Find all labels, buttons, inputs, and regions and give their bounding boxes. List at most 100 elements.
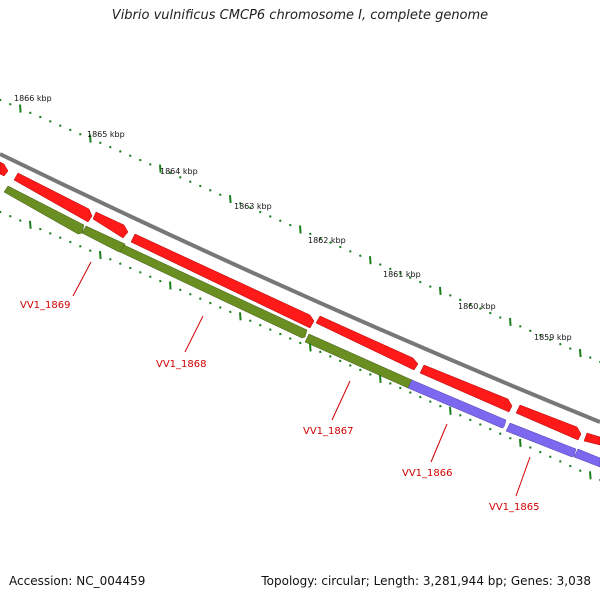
minor-tick [519,325,522,328]
minor-tick [79,132,82,136]
minor-tick [359,254,362,258]
minor-tick [339,245,342,249]
lower-minor-tick [469,418,472,422]
reverse-strand-features [3,185,600,468]
minor-tick [119,150,122,153]
lower-minor-tick [39,227,42,231]
scale-labels: 1866 kbp 1865 kbp 1864 kbp 1863 kbp 1862… [14,94,572,342]
map-title: Vibrio vulnificus CMCP6 chromosome I, co… [111,8,489,23]
minor-tick [109,145,112,149]
minor-tick [449,294,452,297]
major-tick [439,286,442,296]
minor-tick [139,158,142,162]
lower-minor-tick [259,323,262,327]
lower-minor-tick [479,423,482,426]
lower-minor-tick [289,337,292,340]
lower-major-tick [309,343,312,352]
minor-tick [0,98,2,102]
leader-vv1-1868 [184,315,204,353]
minor-tick [559,342,562,346]
lower-minor-tick [129,266,132,270]
minor-tick [349,250,352,253]
accession-text: Accession: NC_004459 [9,574,146,588]
minor-tick [29,111,32,115]
lower-minor-tick [509,436,512,440]
minor-tick [169,171,172,175]
lower-minor-tick [559,460,562,463]
scale-label-1865: 1865 kbp [87,130,125,139]
lower-major-tick [519,438,522,447]
reverse-feature-vv1-1866 [407,379,507,429]
lower-minor-tick [489,427,492,431]
lower-minor-tick [59,236,62,240]
lower-minor-tick [0,210,2,214]
lower-minor-tick [119,262,122,265]
minor-tick [529,329,532,333]
lower-minor-tick [539,450,542,454]
minor-tick [499,316,502,319]
lower-minor-tick [279,332,282,336]
minor-tick [419,280,422,284]
major-tick [89,134,92,143]
minor-tick [269,215,272,218]
gene-label-vv1-1865: VV1_1865 [489,502,540,513]
minor-tick [289,223,292,227]
minor-tick [409,276,412,280]
lower-minor-tick [69,240,72,244]
minor-tick [589,356,592,359]
lower-minor-tick [499,432,502,435]
minor-tick [59,124,62,127]
scale-label-1862: 1862 kbp [308,236,346,245]
lower-minor-tick [159,279,162,283]
lower-minor-tick [229,310,232,314]
minor-tick [129,154,132,158]
lower-minor-tick [399,386,402,390]
minor-tick [399,272,402,275]
minor-tick [99,141,102,145]
lower-major-tick [169,281,172,290]
leader-vv1-1865 [515,456,531,497]
reverse-feature-vv1-1869 [3,185,85,235]
minor-tick [189,180,192,183]
forward-feature-3 [92,211,129,239]
minor-tick [249,206,252,209]
major-tick [229,194,232,204]
major-tick [19,104,22,113]
forward-feature-5 [315,315,419,371]
lower-minor-tick [339,359,342,363]
scale-label-1859: 1859 kbp [534,333,572,342]
minor-tick [149,163,152,166]
minor-tick [179,176,182,179]
gene-labels: VV1_1869 VV1_1868 VV1_1867 VV1_1866 VV1_… [20,300,540,513]
lower-minor-tick [9,214,12,218]
minor-tick [479,307,482,310]
leader-vv1-1867 [331,380,351,421]
minor-tick [309,232,312,236]
gene-label-vv1-1866: VV1_1866 [402,468,453,479]
lower-minor-tick [89,249,92,252]
backbone-line [0,152,600,424]
lower-major-tick [99,250,102,260]
reverse-feature-vv1-1865-a [505,422,577,458]
minor-tick [69,128,72,132]
scale-label-1866: 1866 kbp [14,94,52,103]
forward-feature-1 [0,161,9,177]
minor-tick [539,333,542,337]
lower-minor-tick [529,446,532,449]
minor-tick [39,115,42,119]
lower-major-tick [239,312,242,321]
leader-vv1-1866 [430,423,448,463]
major-tick [579,348,582,358]
topology-text: Topology: circular; Length: 3,281,944 bp… [261,574,591,588]
lower-minor-tick [419,395,422,399]
leader-vv1-1869 [72,261,92,297]
lower-minor-tick [429,400,432,403]
minor-tick [199,184,202,188]
forward-feature-2 [13,172,93,223]
gene-label-vv1-1868: VV1_1868 [156,359,207,370]
lower-minor-tick [189,292,192,296]
lower-minor-tick [409,391,412,394]
lower-minor-tick [179,288,182,292]
minor-tick [259,210,262,214]
